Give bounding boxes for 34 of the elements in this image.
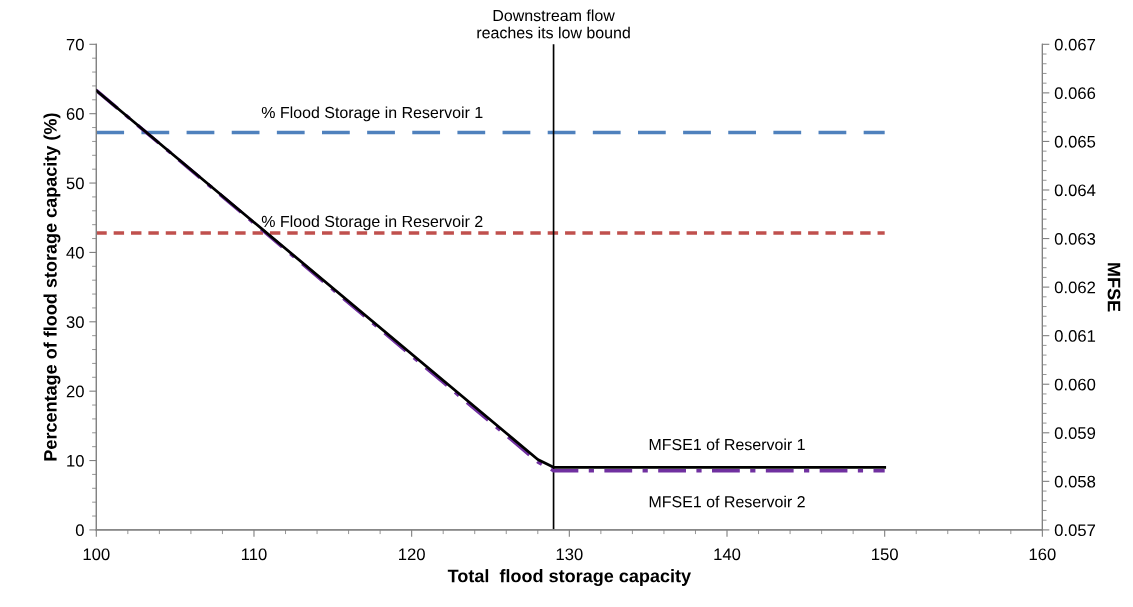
y2-tick-label: 0.057 bbox=[1054, 524, 1096, 537]
y-axis-title: Percentage of flood storage capacity (%) bbox=[43, 113, 61, 461]
y-tick-label: 0 bbox=[75, 524, 84, 537]
x-tick-label: 110 bbox=[241, 548, 267, 561]
x-tick-label: 140 bbox=[714, 548, 741, 561]
series-label: % Flood Storage in Reservoir 1 bbox=[261, 106, 483, 122]
y-tick-label: 50 bbox=[66, 177, 84, 190]
y2-tick-label: 0.067 bbox=[1054, 38, 1096, 51]
x-tick-label: 150 bbox=[872, 548, 898, 561]
y2-tick-label: 0.062 bbox=[1054, 281, 1096, 294]
y-tick-label: 30 bbox=[66, 316, 84, 328]
y2-tick-label: 0.066 bbox=[1054, 87, 1096, 100]
y2-tick-label: 0.065 bbox=[1054, 135, 1096, 148]
y-tick-label: 70 bbox=[66, 38, 84, 51]
x-tick-label: 160 bbox=[1029, 548, 1056, 561]
ref-line-label: Downstream flow reaches its low bound bbox=[477, 9, 630, 39]
series-label: MFSE1 of Reservoir 2 bbox=[649, 495, 805, 508]
y2-tick-label: 0.064 bbox=[1054, 184, 1096, 197]
y2-tick-label: 0.061 bbox=[1054, 330, 1096, 342]
series-label: % Flood Storage in Reservoir 2 bbox=[261, 215, 483, 231]
y-tick-label: 20 bbox=[66, 385, 84, 398]
y-tick-label: 40 bbox=[66, 246, 84, 259]
y-tick-label: 10 bbox=[67, 454, 84, 467]
x-tick-label: 100 bbox=[83, 548, 110, 561]
x-tick-label: 120 bbox=[399, 548, 425, 561]
x-axis-title: Total flood storage capacity bbox=[447, 569, 691, 586]
y2-tick-label: 0.058 bbox=[1054, 475, 1096, 488]
y2-tick-label: 0.060 bbox=[1054, 378, 1096, 391]
y2-axis-title: MFSE bbox=[1107, 263, 1121, 312]
series-label: MFSE1 of Reservoir 1 bbox=[649, 438, 805, 451]
y2-tick-label: 0.063 bbox=[1054, 232, 1096, 245]
x-tick-label: 130 bbox=[556, 548, 583, 561]
y2-tick-label: 0.059 bbox=[1054, 427, 1096, 439]
y-tick-label: 60 bbox=[66, 108, 84, 120]
